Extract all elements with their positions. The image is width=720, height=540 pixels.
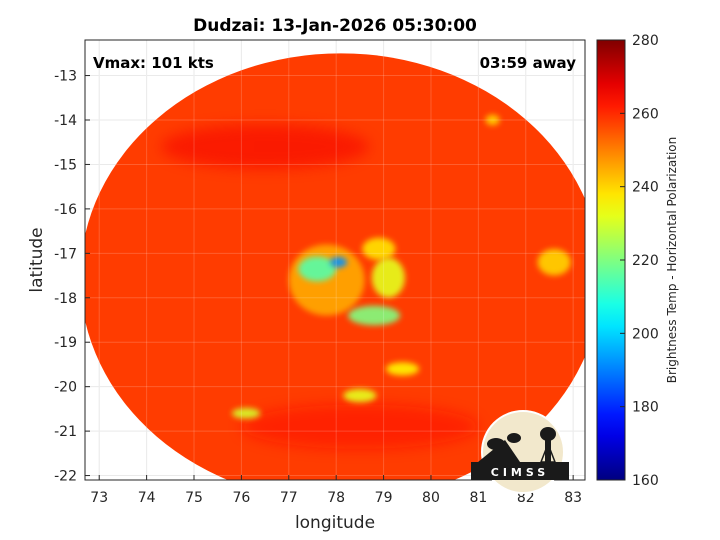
y-tick-label: -14 (54, 113, 77, 129)
y-tick-label: -20 (54, 380, 77, 396)
colorbar-ticks: 160 180 200 220 240 260 280 (620, 33, 659, 489)
field-rainband-south (348, 305, 401, 326)
field-eyewall-ring (298, 256, 337, 282)
colorbar-tick-label: 200 (632, 326, 659, 342)
field-patch-east (537, 248, 571, 276)
field-patch-southwest (231, 408, 261, 419)
y-tick-label: -22 (54, 469, 77, 485)
chart-title: Dudzai: 13-Jan-2026 05:30:00 (193, 16, 477, 36)
field-features (160, 114, 571, 449)
vmax-annotation: Vmax: 101 kts (93, 54, 214, 72)
x-tick-label: 75 (185, 490, 203, 506)
y-tick-label: -21 (54, 424, 77, 440)
y-tick-label: -15 (54, 157, 77, 173)
x-tick-label: 83 (564, 490, 582, 506)
field-patch-northeast (485, 114, 500, 126)
colorbar-tick-label: 280 (632, 33, 659, 49)
x-tick-label: 81 (469, 490, 487, 506)
x-tick-label: 82 (517, 490, 535, 506)
y-tick-label: -13 (54, 69, 77, 85)
colorbar-tick-label: 260 (632, 106, 659, 122)
x-tick-label: 73 (90, 490, 108, 506)
colorbar-tick-label: 220 (632, 253, 659, 269)
x-axis-ticks: 73 74 75 76 77 78 79 80 81 82 83 (90, 475, 582, 506)
colorbar-label: Brightness Temp - Horizontal Polarizatio… (665, 137, 679, 384)
field-patch-southeast (385, 362, 420, 376)
x-axis-label: longitude (295, 513, 375, 533)
x-tick-label: 80 (422, 490, 440, 506)
cimss-logo-text: CIMSS (491, 466, 549, 479)
field-rainband-northeast (362, 237, 396, 260)
field-cold-arc-north (160, 124, 370, 169)
field-patch-south (343, 388, 377, 403)
brightness-temperature-field (85, 53, 585, 480)
y-axis-ticks: -13 -14 -15 -16 -17 -18 -19 -20 -21 -22 (54, 69, 90, 485)
y-tick-label: -19 (54, 335, 77, 351)
x-tick-label: 79 (375, 490, 393, 506)
y-axis-label: latitude (27, 227, 47, 292)
field-cold-arc-south (241, 404, 479, 449)
cimss-logo: CIMSS (471, 410, 569, 494)
y-tick-label: -16 (54, 202, 77, 218)
y-tick-label: -18 (54, 291, 77, 307)
colorbar-tick-label: 240 (632, 180, 659, 196)
field-eyewall-hot-spot (330, 256, 348, 268)
plot-frame (84, 39, 586, 481)
x-tick-label: 74 (138, 490, 156, 506)
field-inner-core (288, 244, 365, 316)
x-tick-label: 77 (280, 490, 298, 506)
colorbar: 160 180 200 220 240 260 280 Brightness Temp - … (596, 33, 679, 489)
x-tick-label: 78 (327, 490, 345, 506)
x-tick-label: 76 (232, 490, 250, 506)
time-away-annotation: 03:59 away (480, 54, 577, 72)
colorbar-tick-label: 160 (632, 473, 659, 489)
colorbar-tick-label: 180 (632, 400, 659, 416)
field-rainband-east (371, 257, 405, 298)
y-tick-label: -17 (54, 246, 77, 262)
